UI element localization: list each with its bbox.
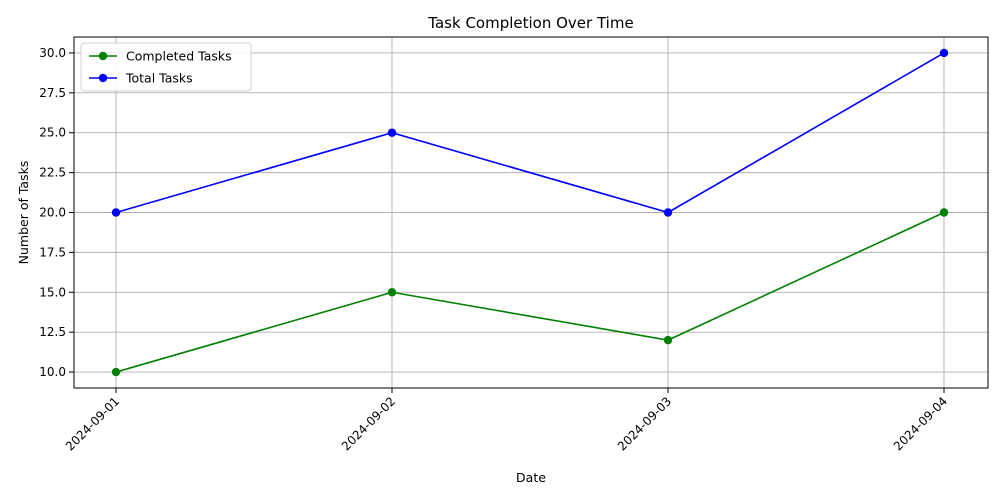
data-point: [111, 208, 121, 217]
series-completed-tasks: [111, 208, 949, 377]
data-point: [387, 128, 397, 137]
y-tick-label: 20.0: [39, 206, 66, 220]
data-point: [663, 208, 673, 217]
y-tick-label: 10.0: [39, 365, 66, 379]
data-point: [939, 48, 949, 58]
y-tick-label: 12.5: [39, 325, 66, 339]
legend: Completed Tasks Total Tasks: [80, 42, 252, 92]
data-point: [939, 208, 949, 217]
data-point: [663, 335, 673, 345]
data-point: [387, 288, 397, 297]
legend-marker: [98, 51, 108, 61]
y-axis-ticks: 10.0 12.5 15.0 17.5 20.0 22.5 25.0 27.5 30.0: [39, 46, 74, 379]
legend-label: Total Tasks: [125, 71, 193, 86]
legend-marker: [98, 73, 108, 83]
series-lines: [111, 48, 949, 377]
y-tick-label: 15.0: [39, 285, 66, 299]
series-line-total-tasks: [115, 52, 945, 214]
data-point: [111, 367, 121, 377]
legend-box: [80, 42, 252, 92]
legend-label: Completed Tasks: [126, 49, 232, 64]
series-total-tasks: [111, 48, 949, 217]
x-axis-label: Date: [516, 470, 546, 485]
y-tick-label: 30.0: [39, 46, 66, 60]
y-axis-label: Number of Tasks: [16, 161, 31, 265]
y-tick-label: 17.5: [39, 245, 66, 259]
y-tick-label: 25.0: [39, 126, 66, 140]
chart-title: Task Completion Over Time: [427, 14, 633, 32]
series-line-completed-tasks: [115, 211, 945, 373]
y-tick-label: 22.5: [39, 166, 66, 180]
y-tick-label: 27.5: [39, 86, 66, 100]
